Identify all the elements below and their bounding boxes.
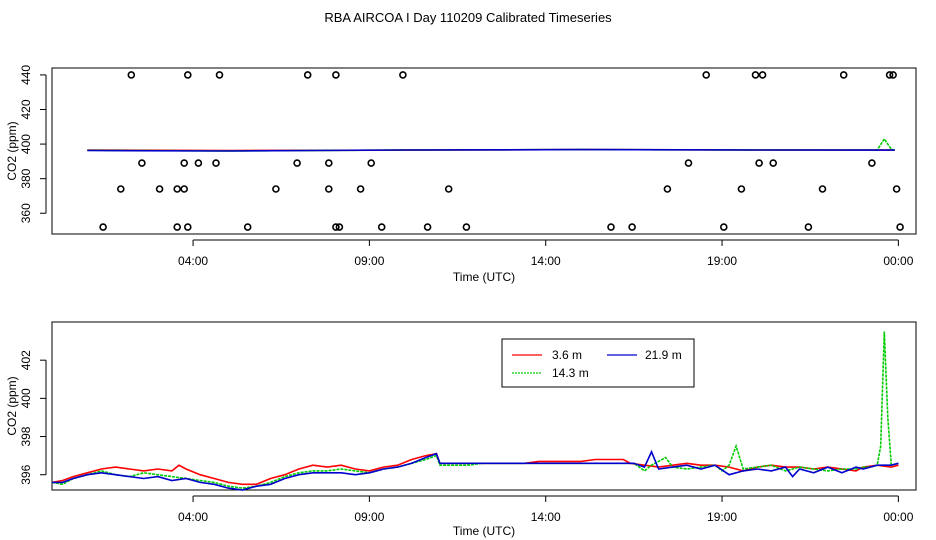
x-tick-label: 00:00	[883, 510, 913, 524]
top-calibration-points	[99, 71, 904, 231]
calibration-point	[212, 159, 220, 167]
calibration-point	[423, 223, 432, 231]
y-tick-label: 402	[19, 350, 33, 370]
bottom-series-lines	[51, 331, 899, 491]
calibration-point	[892, 185, 901, 193]
calibration-point	[138, 159, 146, 167]
x-tick-label: 04:00	[178, 510, 208, 524]
calibration-point	[868, 159, 876, 167]
calibration-point	[155, 185, 164, 193]
calibration-point	[751, 71, 760, 79]
calibration-point	[684, 159, 693, 167]
calibration-point	[769, 159, 778, 167]
top-y-axis-label: CO2 (ppm)	[5, 121, 19, 180]
calibration-point	[377, 223, 386, 231]
bottom-x-axis-label: Time (UTC)	[453, 524, 515, 538]
y-tick-label: 420	[19, 99, 33, 119]
y-tick-label: 400	[19, 388, 33, 408]
calibration-point	[399, 71, 407, 79]
series-line-21-9-m	[87, 148, 895, 152]
series-line-21-9-m	[52, 449, 899, 491]
figure-title: RBA AIRCOA I Day 110209 Calibrated Times…	[324, 10, 612, 25]
calibration-point	[332, 71, 340, 79]
y-tick-label: 440	[19, 65, 33, 85]
calibration-point	[839, 71, 848, 79]
calibration-point	[335, 223, 344, 231]
top-x-axis-label: Time (UTC)	[453, 270, 515, 284]
calibration-point	[719, 223, 728, 231]
y-tick-label: 380	[19, 168, 33, 188]
legend-label-14-3m: 14.3 m	[552, 366, 589, 380]
y-tick-label: 400	[19, 134, 33, 154]
top-plot-frame	[51, 67, 917, 235]
x-tick-label: 14:00	[531, 254, 561, 268]
calibration-point	[462, 223, 471, 231]
calibration-point	[324, 159, 333, 167]
calibration-point	[272, 185, 280, 193]
calibration-point	[215, 71, 224, 79]
calibration-point	[127, 71, 136, 79]
calibration-point	[194, 159, 203, 167]
calibration-point	[818, 185, 827, 193]
legend-box	[501, 338, 695, 388]
x-tick-label: 14:00	[531, 510, 561, 524]
y-tick-label: 398	[19, 426, 33, 446]
calibration-point	[117, 185, 125, 193]
calibration-point	[184, 71, 192, 79]
calibration-point	[180, 159, 188, 167]
calibration-point	[293, 159, 301, 167]
calibration-point	[180, 185, 188, 193]
bottom-plot-frame	[51, 321, 917, 491]
calibration-point	[332, 223, 340, 231]
calibration-point	[628, 223, 636, 231]
calibration-point	[885, 71, 894, 79]
calibration-point	[367, 159, 376, 167]
y-tick-label: 396	[19, 464, 33, 484]
calibration-point	[755, 159, 763, 167]
bottom-y-axis-label: CO2 (ppm)	[5, 376, 19, 435]
x-tick-label: 19:00	[707, 510, 737, 524]
calibration-point	[607, 223, 615, 231]
x-tick-label: 00:00	[883, 254, 913, 268]
calibration-point	[243, 223, 252, 231]
calibration-point	[758, 71, 767, 79]
calibration-point	[324, 185, 333, 193]
calibration-point	[173, 223, 181, 231]
y-tick-label: 360	[19, 203, 33, 223]
calibration-point	[889, 71, 897, 79]
calibration-point	[184, 223, 192, 231]
x-tick-label: 04:00	[178, 254, 208, 268]
calibration-point	[896, 223, 904, 231]
x-tick-label: 19:00	[707, 254, 737, 268]
top-axis-ticks: 04:00 09:00 14:00 19:00 00:00 360 380 400 420 440	[19, 65, 914, 268]
x-tick-label: 09:00	[354, 510, 384, 524]
calibration-point	[804, 223, 813, 231]
calibration-point	[99, 223, 107, 231]
legend-label-21-9m: 21.9 m	[645, 348, 682, 362]
legend: 3.6 m 21.9 m 14.3 m	[501, 338, 695, 388]
calibration-point	[356, 185, 365, 193]
calibration-point	[444, 185, 453, 193]
calibration-point	[173, 185, 181, 193]
calibration-point	[303, 71, 312, 79]
x-tick-label: 09:00	[354, 254, 384, 268]
top-panel: 04:00 09:00 14:00 19:00 00:00 360 380 400 420 440…	[5, 65, 917, 284]
calibration-point	[663, 185, 672, 193]
legend-label-3-6m: 3.6 m	[552, 348, 582, 362]
top-series-lines	[87, 137, 895, 152]
calibration-point	[737, 185, 746, 193]
bottom-panel: 04:00 09:00 14:00 19:00 00:00 396 398 400 402 Ti…	[5, 321, 917, 538]
bottom-axis-ticks: 04:00 09:00 14:00 19:00 00:00 396 398 400 402	[19, 350, 914, 524]
calibration-point	[702, 71, 711, 79]
